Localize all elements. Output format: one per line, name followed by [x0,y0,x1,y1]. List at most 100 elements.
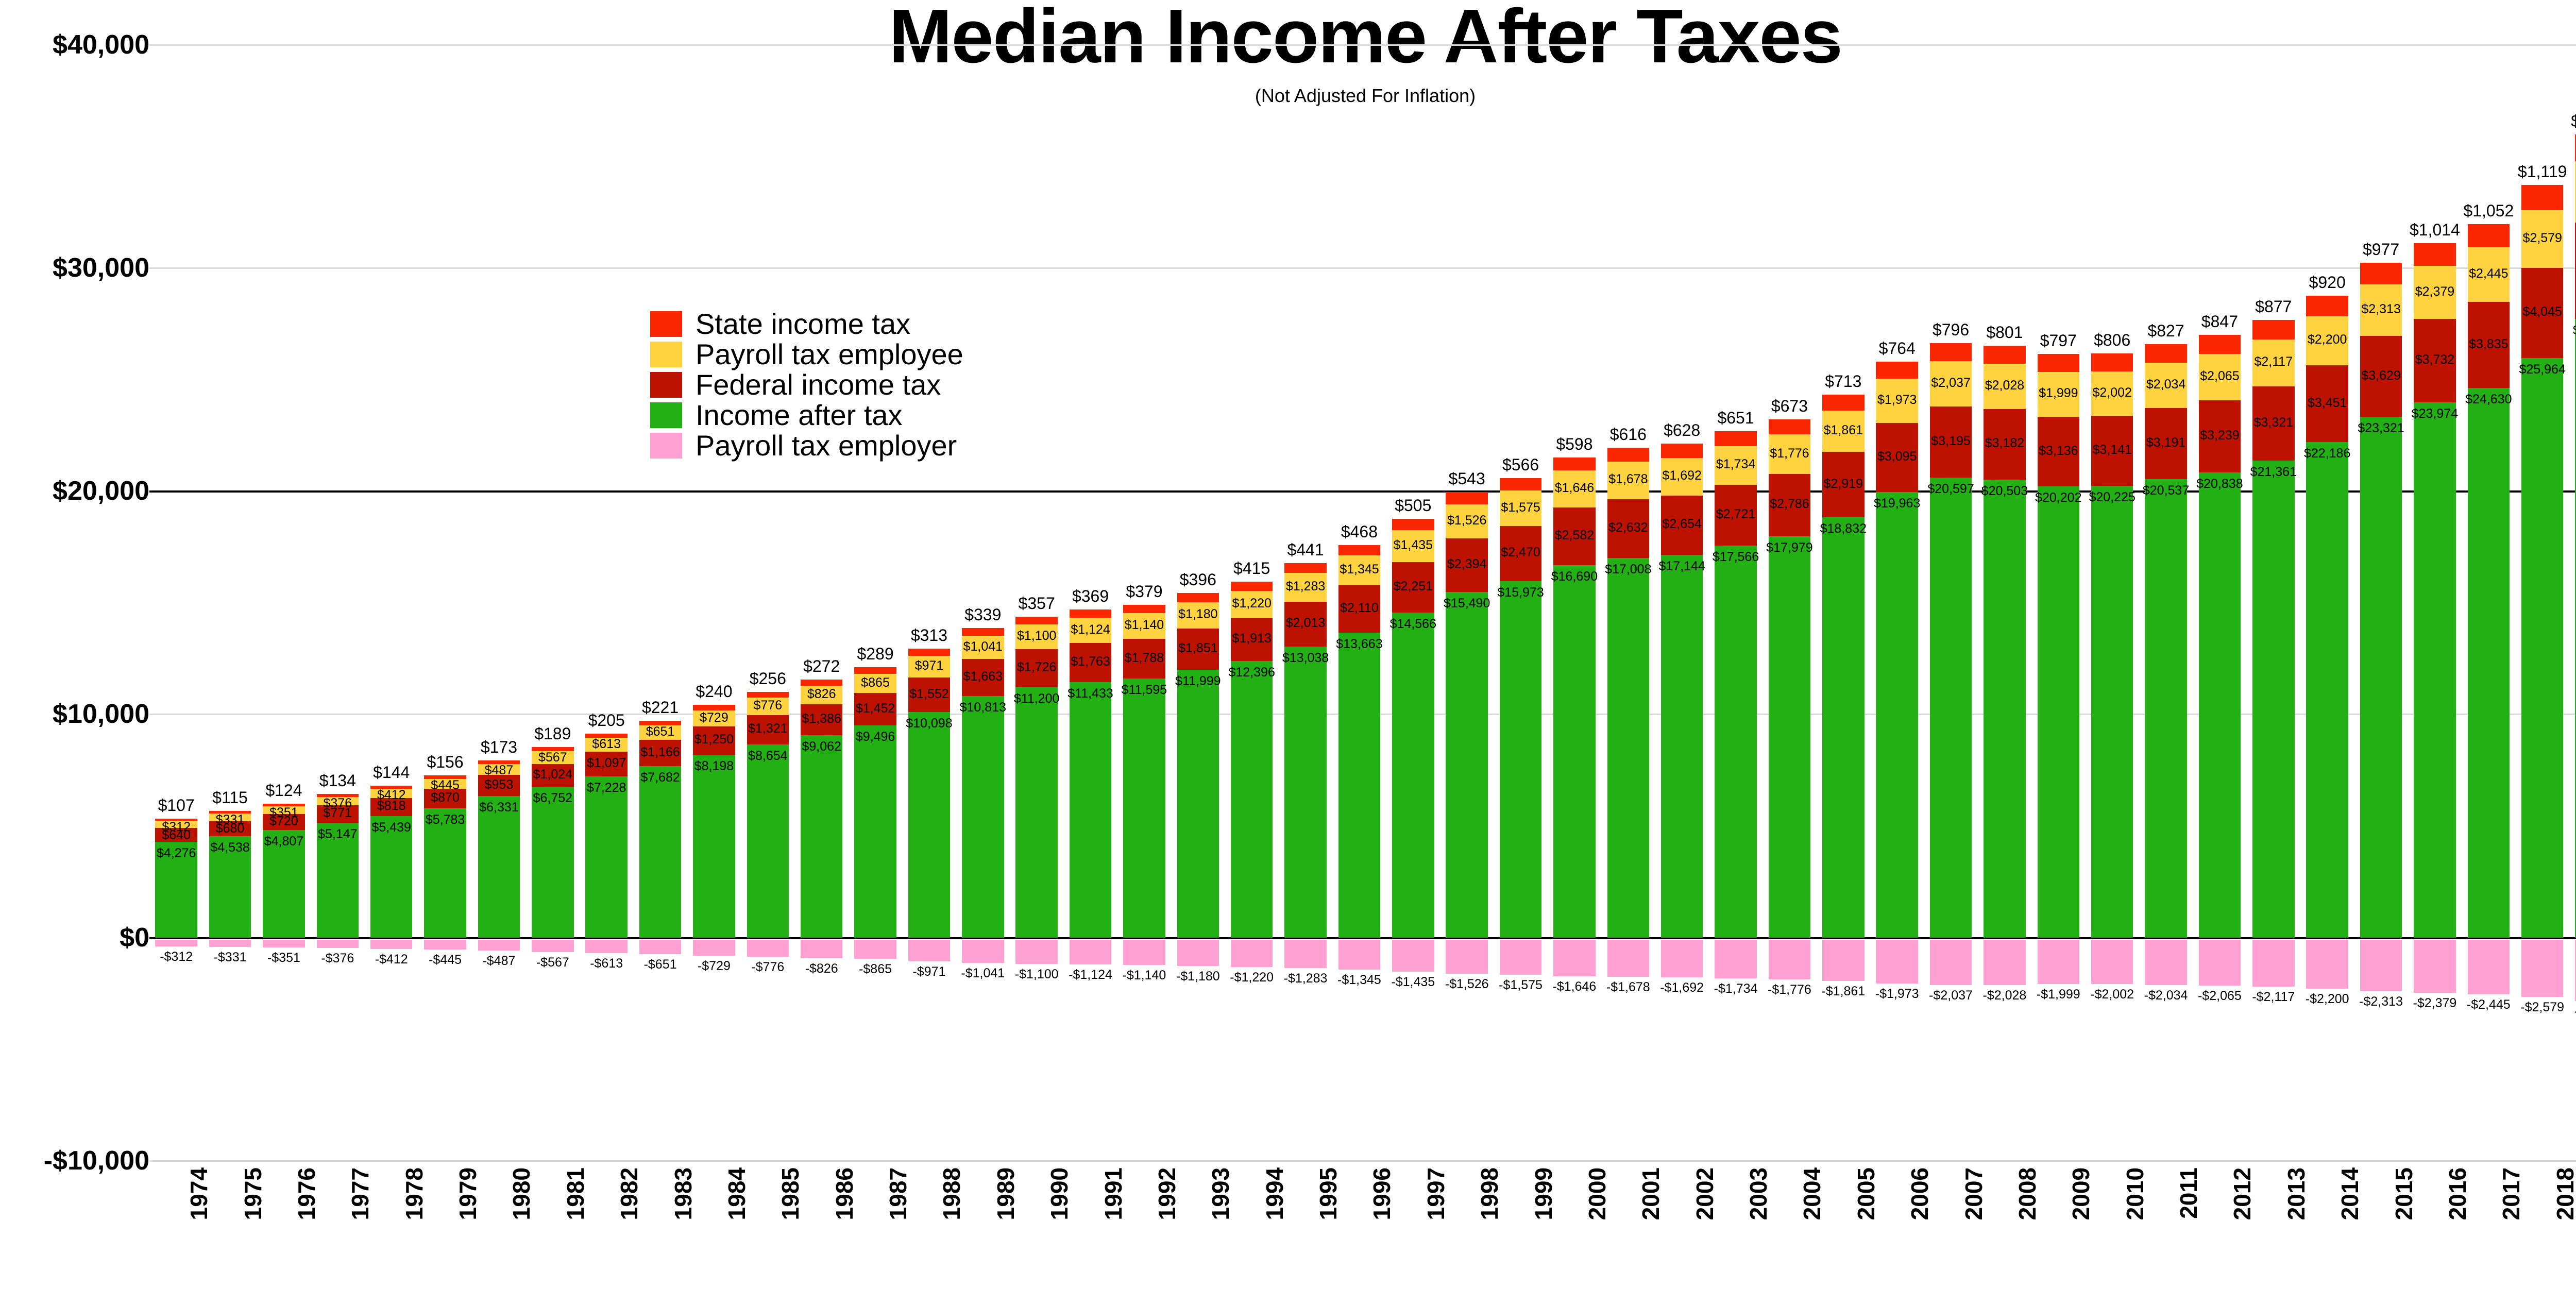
bar-column[interactable]: $19,963 $3,095 $1,973 $764 -$1,973 [1874,0,1920,1161]
x-axis-tick-label: 1987 [885,1167,912,1221]
bar-column[interactable]: $5,783 $870 $445 $156 -$445 [424,0,466,1161]
bar-column[interactable]: $4,276 $640 $312 $107 -$312 [155,0,197,1161]
bar-column[interactable]: $17,566 $2,721 $1,734 $651 -$1,734 [1713,0,1759,1161]
bar-column[interactable]: $15,973 $2,470 $1,575 $566 -$1,575 [1497,0,1544,1161]
bar-segment-income-after-tax [962,696,1004,938]
bar-column[interactable]: $8,198 $1,250 $729 $240 -$729 [693,0,735,1161]
bar-segment-state-income-tax [639,720,682,726]
x-axis-tick-label: 2006 [1906,1167,1934,1221]
bar-column[interactable]: $20,503 $3,182 $2,028 $801 -$2,028 [1981,0,2028,1161]
bar-segment-income-after-tax [424,808,466,938]
bar-column[interactable]: $15,490 $2,394 $1,526 $543 -$1,526 [1444,0,1490,1161]
bar-column[interactable]: $27,702$4,317$2,752$1,205-$2,752 [2571,0,2576,1161]
bar-column[interactable]: $20,225 $3,141 $2,002 $806 -$2,002 [2089,0,2135,1161]
bar-column[interactable]: $24,630 $3,835 $2,445 $1,052 -$2,445 [2463,0,2514,1161]
bar-segment-payroll-tax-employer [424,939,466,950]
bar-column[interactable]: $17,008 $2,632 $1,678 $616 -$1,678 [1605,0,1651,1161]
bar-column[interactable]: $6,331 $953 $487 $173 -$487 [478,0,520,1161]
bar-segment-income-after-tax [1660,554,1703,938]
bar-segment-federal-income-tax [2037,416,2079,487]
x-axis-tick-label: 1995 [1315,1167,1342,1221]
bar-column[interactable]: $23,321 $3,629 $2,313 $977 -$2,313 [2358,0,2404,1161]
legend-item-payroll_employee[interactable]: Payroll tax employee [650,338,1042,370]
bar-segment-payroll-tax-employer [2306,939,2348,989]
bar-label-income-after-tax: $6,752 [533,791,573,806]
bar-column[interactable]: $13,663 $2,110 $1,345 $468 -$1,345 [1336,0,1382,1161]
bar-column[interactable]: $4,807 $720 $351 $124 -$351 [263,0,305,1161]
bar-segment-federal-income-tax [800,704,843,736]
bar-column[interactable]: $9,062 $1,386 $826 $272 -$826 [800,0,843,1161]
bar-column[interactable]: $5,147 $771 $376 $134 -$376 [316,0,359,1161]
bar-segment-payroll-tax-employee [1715,446,1757,485]
bar-label-state-income-tax: $415 [1233,558,1270,578]
bar-label-payroll-tax-employer: -$1,678 [1606,980,1650,995]
bar-column[interactable]: $16,690 $2,582 $1,646 $598 -$1,646 [1551,0,1598,1161]
bar-column[interactable]: $12,396 $1,913 $1,220 $415 -$1,220 [1228,0,1275,1161]
bar-segment-payroll-tax-employee [1876,379,1918,423]
bar-column[interactable]: $4,538 $680 $331 $115 -$331 [209,0,251,1161]
bar-segment-federal-income-tax [2467,302,2510,388]
bar-label-payroll-tax-employer: -$2,200 [2305,992,2349,1007]
legend-item-federal[interactable]: Federal income tax [650,368,1042,401]
bar-segment-federal-income-tax [1499,526,1542,581]
bar-label-income-after-tax: $11,200 [1013,691,1060,706]
bar-column[interactable]: $11,200 $1,726 $1,100 $357 -$1,100 [1013,0,1060,1161]
bar-column[interactable]: $6,752 $1,024 $567 $189 -$567 [532,0,574,1161]
bar-column[interactable]: $20,838 $3,239 $2,065 $847 -$2,065 [2196,0,2243,1161]
bar-column[interactable]: $25,964 $4,045 $2,579 $1,119 -$2,579 [2518,0,2567,1161]
legend-item-payroll_employer[interactable]: Payroll tax employer [650,429,1042,462]
bar-column[interactable]: $23,974 $3,732 $2,379 $1,014 -$2,379 [2410,0,2460,1161]
bar-column[interactable]: $9,496 $1,452 $865 $289 -$865 [854,0,896,1161]
bar-segment-federal-income-tax [1177,628,1219,670]
bar-label-payroll-tax-employer: -$1,999 [2036,987,2080,1002]
x-axis-tick-label: 2013 [2282,1167,2310,1221]
bar-column[interactable]: $7,682 $1,166 $651 $221 -$651 [639,0,682,1161]
bar-column[interactable]: $22,186 $3,451 $2,200 $920 -$2,200 [2304,0,2350,1161]
bar-segment-state-income-tax [2467,224,2510,248]
bar-column[interactable]: $18,832 $2,919 $1,861 $713 -$1,861 [1820,0,1867,1161]
bar-column[interactable]: $5,439 $818 $412 $144 -$412 [370,0,413,1161]
bar-label-payroll-tax-employer: -$376 [321,951,354,966]
bar-segment-income-after-tax [1284,646,1327,938]
bar-column[interactable]: $7,228 $1,097 $613 $205 -$613 [585,0,628,1161]
bar-column[interactable]: $17,979 $2,786 $1,776 $673 -$1,776 [1766,0,1812,1161]
bar-segment-payroll-tax-employer [1553,939,1596,977]
bar-segment-payroll-tax-employee [316,797,359,806]
bar-column[interactable]: $14,566 $2,251 $1,435 $505 -$1,435 [1390,0,1436,1161]
bar-column[interactable]: $10,813 $1,663 $1,041 $339 -$1,041 [960,0,1006,1161]
bar-label-federal-income-tax: $1,097 [586,755,626,770]
bar-segment-payroll-tax-employee [155,821,197,828]
legend-item-state[interactable]: State income tax [650,308,1042,340]
bar-column[interactable]: $20,597 $3,195 $2,037 $796 -$2,037 [1927,0,1974,1161]
bar-segment-payroll-tax-employer [1660,939,1703,978]
bar-segment-state-income-tax [1446,492,1488,504]
bar-column[interactable]: $17,144 $2,654 $1,692 $628 -$1,692 [1658,0,1705,1161]
bar-segment-federal-income-tax [1929,406,1972,478]
bar-column[interactable]: $20,202 $3,136 $1,999 $797 -$1,999 [2035,0,2081,1161]
bar-label-federal-income-tax: $640 [162,827,191,842]
bar-column[interactable]: $21,361 $3,321 $2,117 $877 -$2,117 [2250,0,2297,1161]
bar-label-payroll-tax-employee: $1,140 [1124,618,1164,633]
bar-segment-income-after-tax [908,712,951,938]
bar-segment-payroll-tax-employer [2414,939,2456,993]
bar-column[interactable]: $20,537 $3,191 $2,034 $827 -$2,034 [2143,0,2189,1161]
bar-column[interactable]: $11,999 $1,851 $1,180 $396 -$1,180 [1175,0,1221,1161]
bar-label-income-after-tax: $13,038 [1282,650,1329,665]
legend-item-after_tax[interactable]: Income after tax [650,399,1042,431]
bar-segment-state-income-tax [800,680,843,686]
bar-label-payroll-tax-employee: $1,041 [963,639,1003,654]
bar-column[interactable]: $13,038 $2,013 $1,283 $441 -$1,283 [1282,0,1329,1161]
bar-segment-income-after-tax [1715,545,1757,938]
bar-label-payroll-tax-employer: -$1,041 [961,965,1005,980]
bar-column[interactable]: $11,595 $1,788 $1,140 $379 -$1,140 [1122,0,1167,1161]
bar-segment-federal-income-tax [1446,538,1488,592]
bar-segment-payroll-tax-employee [2360,284,2402,336]
bar-column[interactable]: $10,098 $1,552 $971 $313 -$971 [906,0,952,1161]
bar-label-payroll-tax-employer: -$312 [160,950,193,964]
bar-column[interactable]: $8,654 $1,321 $776 $256 -$776 [747,0,789,1161]
bar-label-payroll-tax-employer: -$567 [536,955,569,970]
x-axis-tick-label: 2016 [2444,1167,2471,1221]
bar-segment-payroll-tax-employer [854,939,896,959]
bar-column[interactable]: $11,433 $1,763 $1,124 $369 -$1,124 [1067,0,1113,1161]
bar-segment-state-income-tax [1768,419,1811,435]
